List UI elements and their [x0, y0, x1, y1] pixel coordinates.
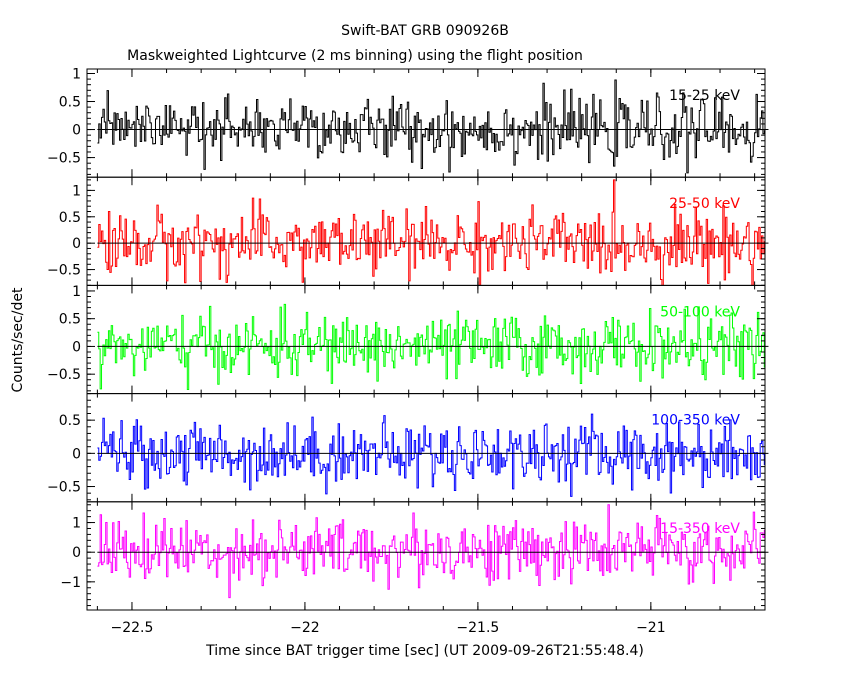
- y-tick-label-1-3: 1: [72, 183, 81, 199]
- x-tick-labels: −22.5 −22 −21.5 −21: [111, 620, 666, 636]
- x-tick-label-0: −22.5: [111, 620, 154, 636]
- y-tick-label-1-2: 0.5: [59, 210, 81, 226]
- y-tick-label-0-3: 1: [72, 66, 81, 82]
- series-line-3: [97, 413, 765, 497]
- chart-subtitle: Maskweighted Lightcurve (2 ms binning) u…: [127, 48, 583, 64]
- y-tick-label-3-1: 0: [72, 446, 81, 462]
- series-line-0: [97, 79, 765, 174]
- panel-frame-3: [86, 393, 766, 503]
- panel-2: −0.5 0 0.5 1 50-100 keV: [47, 284, 769, 395]
- series-line-4: [97, 504, 765, 599]
- y-tick-label-2-0: −0.5: [47, 367, 81, 383]
- x-tick-label-3: −21: [636, 620, 666, 636]
- y-tick-label-0-2: 0.5: [59, 95, 81, 111]
- y-axis-label: Counts/sec/det: [10, 287, 26, 392]
- x-tick-label-2: −21.5: [456, 620, 499, 636]
- y-tick-label-2-2: 0.5: [59, 312, 81, 328]
- y-tick-label-1-0: −0.5: [47, 263, 81, 279]
- series-label-3: 100-350 keV: [651, 413, 740, 429]
- panel-frame-4: [86, 501, 766, 611]
- y-tick-label-3-0: −0.5: [47, 480, 81, 496]
- series-label-4: 15-350 keV: [660, 521, 740, 537]
- panel-4: −1 0 1 15-350 keV: [60, 501, 769, 611]
- y-tick-label-2-1: 0: [72, 339, 81, 355]
- y-tick-label-2-3: 1: [72, 284, 81, 300]
- series-label-2: 50-100 keV: [660, 304, 740, 320]
- x-axis-label: Time since BAT trigger time [sec] (UT 20…: [205, 643, 644, 659]
- x-tick-label-1: −22: [290, 620, 320, 636]
- panel-0: −0.5 0 0.5 1 15-25 keV: [47, 66, 769, 178]
- series-label-0: 15-25 keV: [669, 88, 740, 104]
- y-tick-label-0-1: 0: [72, 123, 81, 139]
- y-tick-label-1-1: 0: [72, 236, 81, 252]
- y-tick-label-4-2: 1: [72, 516, 81, 532]
- chart-title: Swift-BAT GRB 090926B: [341, 23, 509, 39]
- y-tick-label-4-1: 0: [72, 545, 81, 561]
- series-line-1: [97, 179, 765, 286]
- panel-3: −0.5 0 0.5 100-350 keV: [47, 393, 769, 503]
- series-label-1: 25-50 keV: [669, 196, 740, 212]
- y-tick-label-4-0: −1: [60, 575, 81, 591]
- panel-1: −0.5 0 0.5 1 25-50 keV: [47, 176, 769, 286]
- y-tick-label-3-2: 0.5: [59, 413, 81, 429]
- series-line-2: [97, 303, 765, 391]
- y-tick-label-0-0: −0.5: [47, 151, 81, 167]
